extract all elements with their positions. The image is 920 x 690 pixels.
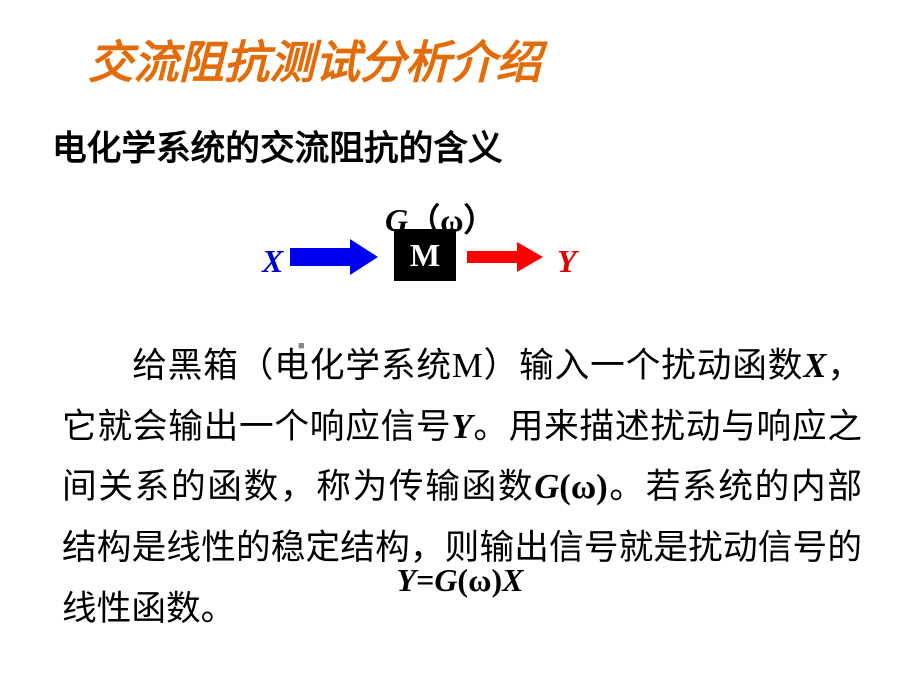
output-arrow-icon bbox=[467, 237, 557, 277]
output-y-label: Y bbox=[557, 243, 577, 280]
block-diagram: G（ω） X M Y bbox=[262, 195, 662, 295]
slide-subtitle: 电化学系统的交流阻抗的含义 bbox=[52, 120, 503, 170]
inline-variable: Y bbox=[451, 408, 472, 446]
equation-runs: Y=G(ω)X bbox=[397, 562, 524, 598]
slide-title: 交流阻抗测试分析介绍 bbox=[88, 26, 541, 92]
arrow-head bbox=[350, 239, 378, 275]
inline-variable: G bbox=[534, 468, 559, 506]
eq-variable: X bbox=[502, 562, 523, 598]
inline-text: 给黑箱（电化学系统M）输入一个扰动函数 bbox=[131, 347, 803, 385]
eq-variable: G bbox=[434, 562, 457, 598]
eq-variable: Y bbox=[397, 562, 417, 598]
eq-operator: (ω) bbox=[457, 562, 502, 598]
arrow-shaft bbox=[290, 248, 350, 266]
input-arrow-icon bbox=[290, 237, 390, 277]
slide-title-text: 交流阻抗测试分析介绍 bbox=[88, 37, 541, 88]
inline-variable: X bbox=[803, 347, 826, 385]
eq-operator: = bbox=[416, 562, 434, 598]
arrow-head bbox=[517, 242, 543, 272]
system-m-label: M bbox=[410, 237, 440, 274]
slide-subtitle-text: 电化学系统的交流阻抗的含义 bbox=[52, 130, 503, 168]
input-x-label: X bbox=[262, 243, 283, 280]
system-black-box: M bbox=[394, 229, 456, 281]
arrow-shaft bbox=[467, 251, 517, 263]
equation-line: Y=G(ω)X bbox=[0, 562, 920, 599]
inline-bold: (ω) bbox=[559, 468, 607, 506]
